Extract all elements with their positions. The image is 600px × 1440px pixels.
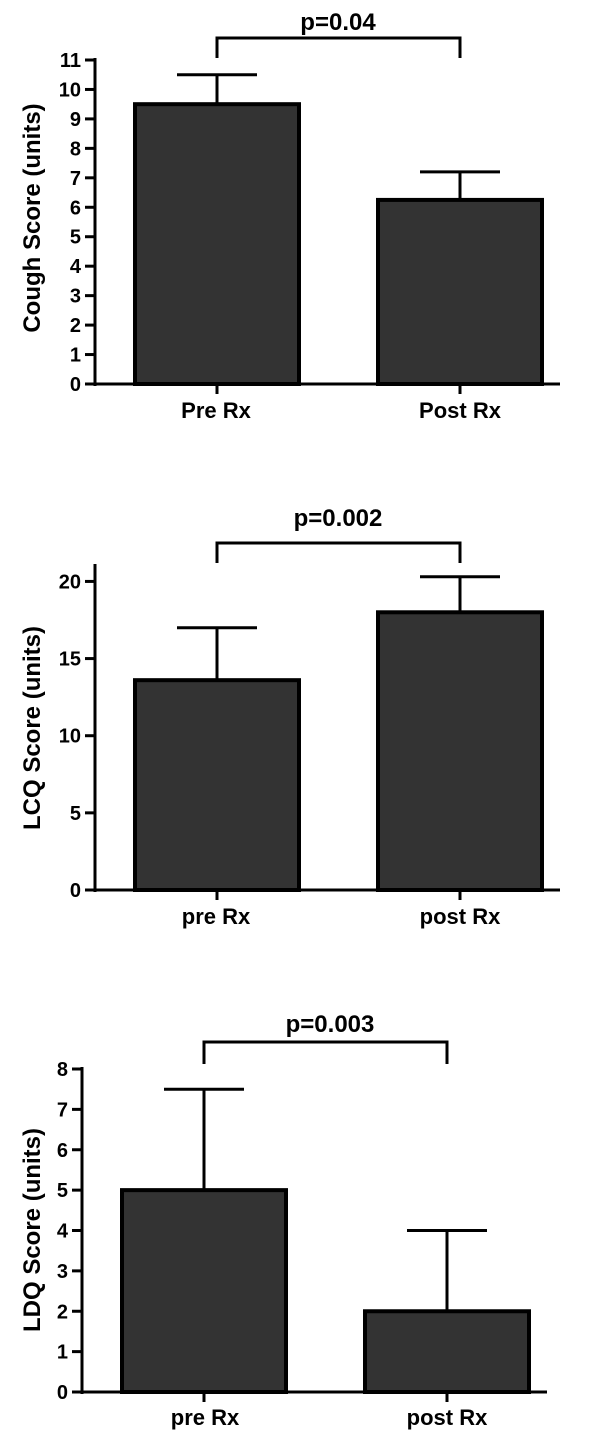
bar-1	[376, 197, 544, 386]
y-tick-label-8: 8	[70, 138, 81, 160]
y-tick-label-3: 15	[59, 649, 81, 671]
significance-bracket	[215, 36, 462, 58]
significance-label: p=0.003	[286, 1011, 375, 1038]
category-label-0: Pre Rx	[181, 398, 251, 423]
significance-label: p=0.04	[300, 9, 376, 36]
y-tick-label-1: 1	[70, 345, 81, 367]
y-tick-label-8: 8	[57, 1059, 68, 1081]
bar-0	[120, 1188, 288, 1394]
y-tick-label-2: 10	[59, 726, 81, 748]
category-label-1: post Rx	[407, 1405, 488, 1430]
y-tick-label-4: 4	[57, 1221, 69, 1243]
y-tick-label-10: 10	[59, 79, 81, 101]
y-tick-label-7: 7	[57, 1099, 68, 1121]
y-tick-label-3: 3	[70, 286, 81, 308]
y-tick-label-3: 3	[57, 1261, 68, 1283]
y-axis-title: LCQ Score (units)	[19, 626, 46, 830]
lcq-score-chart: LCQ Score (units) p=0.002 pre Rx post Rx…	[19, 505, 560, 929]
ldq-score-chart: LDQ Score (units) p=0.003 pre Rx post Rx…	[19, 1011, 547, 1430]
significance-bracket	[215, 541, 462, 563]
significance-label: p=0.002	[294, 505, 383, 532]
significance-bracket	[202, 1040, 449, 1064]
y-axis-title: LDQ Score (units)	[19, 1128, 46, 1332]
bar-0	[133, 102, 301, 386]
y-tick-label-9: 9	[70, 109, 81, 131]
y-tick-label-5: 5	[70, 227, 81, 249]
y-tick-label-0: 0	[70, 880, 81, 902]
y-tick-label-5: 5	[57, 1180, 68, 1202]
y-tick-label-1: 5	[70, 803, 81, 825]
y-tick-label-0: 0	[57, 1382, 68, 1404]
bar-1	[363, 1309, 531, 1394]
y-tick-label-7: 7	[70, 168, 81, 190]
bar-0	[133, 678, 301, 893]
cough-score-chart: Cough Score (units) p=0.04 Pre Rx Post R…	[19, 9, 560, 423]
y-tick-label-4: 4	[70, 256, 82, 278]
category-label-0: pre Rx	[182, 904, 251, 929]
category-label-1: post Rx	[420, 904, 501, 929]
y-tick-label-1: 1	[57, 1342, 68, 1364]
y-tick-label-6: 6	[57, 1140, 68, 1162]
y-tick-label-2: 2	[70, 315, 81, 337]
y-tick-label-4: 20	[59, 571, 81, 593]
y-axis-title: Cough Score (units)	[19, 103, 46, 332]
bar-1	[376, 610, 544, 892]
y-tick-label-0: 0	[70, 374, 81, 396]
y-tick-label-11: 11	[60, 50, 81, 72]
y-tick-label-2: 2	[57, 1301, 68, 1323]
y-tick-label-6: 6	[70, 197, 81, 219]
category-label-0: pre Rx	[171, 1405, 240, 1430]
category-label-1: Post Rx	[419, 398, 502, 423]
